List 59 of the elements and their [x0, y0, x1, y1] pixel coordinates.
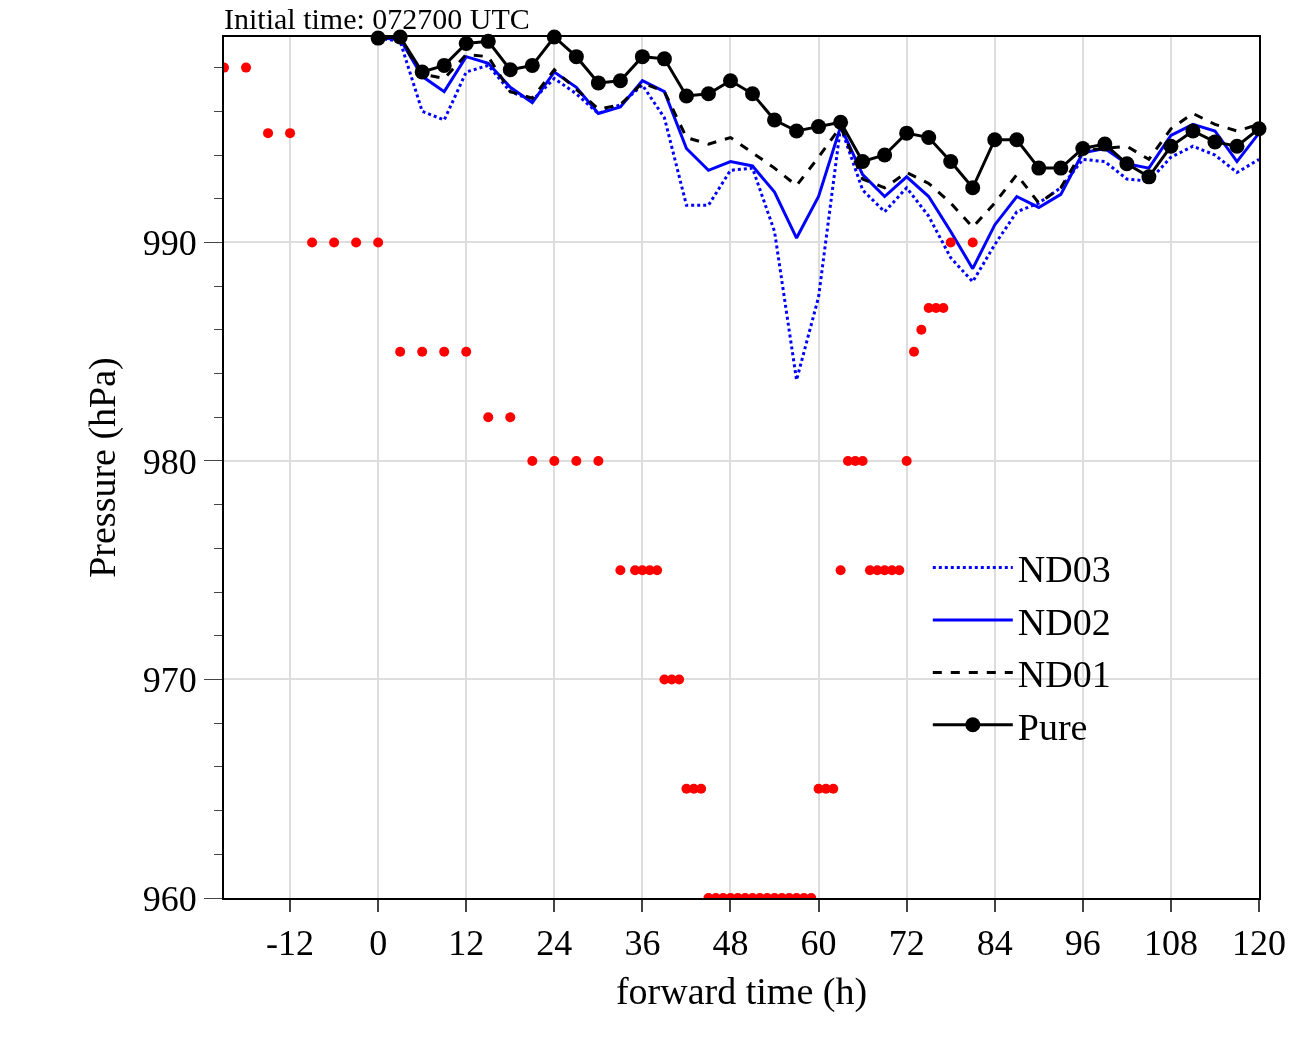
point: [1031, 160, 1047, 176]
point: [899, 125, 915, 141]
point: [524, 57, 540, 73]
x-tick-label: 84: [976, 923, 1013, 964]
point: [789, 123, 805, 139]
x-tick-label: -12: [266, 923, 315, 964]
legend-label: Pure: [1017, 705, 1088, 748]
point: [877, 147, 893, 163]
legend-label: ND01: [1017, 653, 1111, 696]
x-tick-label: 60: [800, 923, 837, 964]
point: [436, 57, 452, 73]
point: [1141, 169, 1157, 185]
point: [590, 75, 606, 91]
x-tick-label: 108: [1143, 923, 1198, 964]
point: [811, 119, 827, 135]
x-tick-label: 0: [369, 923, 388, 964]
point: [767, 112, 783, 128]
y-tick-label: 980: [142, 441, 197, 482]
x-tick-label: 72: [888, 923, 925, 964]
point: [700, 86, 716, 102]
point: [1229, 138, 1245, 154]
point: [833, 114, 849, 130]
point: [1185, 123, 1201, 139]
point: [987, 132, 1003, 148]
x-tick-label: 120: [1232, 923, 1286, 964]
point: [723, 73, 738, 89]
legend-label: ND03: [1017, 548, 1111, 591]
point: [855, 154, 871, 170]
point: [656, 51, 672, 67]
x-tick-label: 96: [1064, 923, 1101, 964]
point: [634, 49, 650, 65]
point: [1097, 136, 1113, 152]
point: [965, 180, 981, 196]
point: [943, 154, 959, 170]
y-axis-title: Pressure (hPa): [81, 357, 125, 578]
point: [1053, 160, 1069, 176]
x-axis-title: forward time (h): [615, 969, 868, 1013]
point: [921, 130, 937, 146]
point: [458, 36, 474, 52]
point: [612, 73, 628, 89]
x-tick-label: 12: [448, 923, 485, 964]
point: [678, 88, 694, 104]
legend-label: ND02: [1017, 600, 1111, 643]
x-tick-label: 48: [712, 923, 749, 964]
chart-title: Initial time: 072700 UTC: [224, 1, 530, 35]
point: [1163, 138, 1179, 154]
point: [745, 86, 761, 102]
y-tick-label: 990: [142, 223, 197, 264]
x-tick-label: 36: [624, 923, 661, 964]
y-tick-label: 970: [142, 660, 197, 701]
point: [1075, 140, 1091, 156]
point: [414, 64, 430, 80]
point: [568, 49, 584, 65]
point: [502, 62, 518, 78]
x-tick-label: 24: [536, 923, 573, 964]
point: [1119, 156, 1135, 172]
point: [1207, 134, 1223, 150]
point: [1009, 132, 1025, 148]
y-tick-label: 960: [142, 878, 197, 919]
